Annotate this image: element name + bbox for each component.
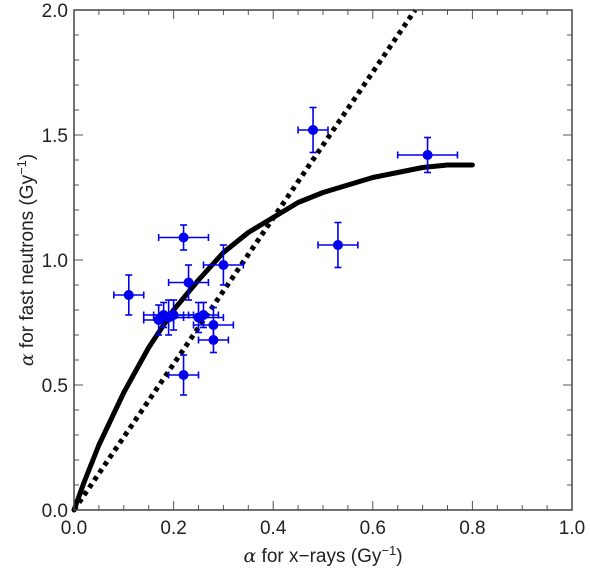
- data-point: [297, 106, 329, 154]
- x-tick-label: 0.8: [459, 518, 485, 539]
- point-marker: [178, 370, 189, 380]
- tick-marks: [73, 9, 573, 511]
- point-marker: [308, 125, 319, 135]
- y-tick-label: 0.0: [42, 501, 68, 522]
- solid-curve: [71, 162, 475, 513]
- x-tick-label: 0.4: [260, 518, 287, 539]
- data-point: [157, 224, 210, 251]
- point-marker: [332, 240, 343, 250]
- point-marker: [422, 150, 433, 160]
- tick-labels: 0.0 0.2 0.4 0.6 0.8 1.0 0.0 0.5 1.0 1.5 2.0: [42, 1, 586, 539]
- y-tick-label: 1.5: [42, 126, 68, 147]
- data-point: [202, 244, 245, 286]
- solid-curve-layer: [71, 162, 475, 513]
- data-point: [197, 326, 230, 354]
- y-tick-label: 1.0: [42, 251, 68, 272]
- point-marker: [208, 335, 219, 345]
- data-point: [396, 136, 459, 174]
- data-point: [167, 264, 210, 301]
- y-tick-label: 2.0: [42, 1, 68, 22]
- x-tick-label: 0.6: [360, 518, 386, 539]
- plot-frame: [73, 9, 573, 511]
- y-axis-label: α for fast neutrons (Gy−1): [14, 154, 39, 366]
- y-tick-label: 0.5: [42, 376, 68, 397]
- dotted-line-layer: [71, 8, 418, 512]
- data-point: [113, 274, 145, 316]
- data-points-layer: [113, 106, 459, 396]
- point-marker: [198, 310, 209, 320]
- point-marker: [183, 277, 194, 288]
- data-point: [317, 221, 359, 269]
- x-tick-label: 0.2: [160, 518, 186, 539]
- point-marker: [123, 290, 134, 300]
- x-axis-label: α for x−rays (Gy−1): [243, 543, 402, 568]
- data-point: [167, 354, 200, 396]
- dotted-line: [71, 8, 418, 512]
- x-tick-label: 1.0: [559, 518, 585, 539]
- point-marker: [218, 260, 229, 270]
- point-marker: [178, 232, 189, 243]
- x-tick-label: 0.0: [61, 518, 87, 539]
